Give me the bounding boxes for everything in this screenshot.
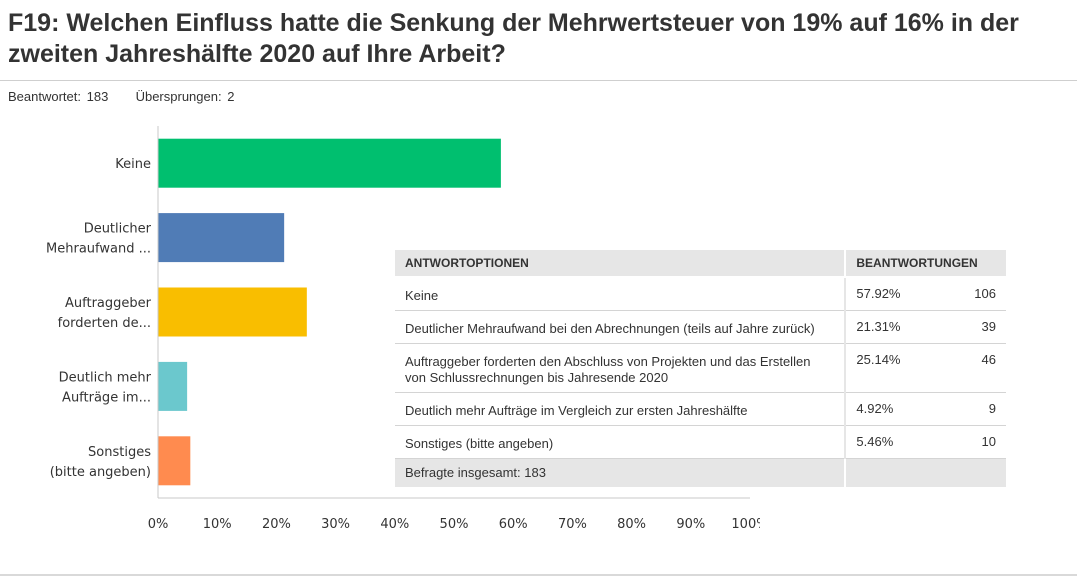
bar xyxy=(158,361,188,411)
x-tick-label: 0% xyxy=(148,517,169,532)
row-percent: 21.31% xyxy=(844,310,927,344)
row-percent: 5.46% xyxy=(844,425,927,459)
bar xyxy=(158,287,307,337)
header-responses: BEANTWORTUNGEN xyxy=(844,250,1006,278)
results-table: ANTWORTOPTIONEN BEANTWORTUNGEN Keine 57.… xyxy=(395,250,1006,487)
x-tick-label: 60% xyxy=(499,517,528,532)
table-row: Auftraggeber forderten den Abschluss von… xyxy=(395,343,1006,393)
category-label: Sonstiges xyxy=(88,445,151,460)
total-blank-cell xyxy=(844,458,1006,487)
x-tick-label: 90% xyxy=(676,517,705,532)
table-row: Sonstiges (bitte angeben) 5.46% 10 xyxy=(395,425,1006,459)
answered-value: 183 xyxy=(86,89,109,104)
category-label: Aufträge im... xyxy=(62,390,151,405)
row-option: Deutlich mehr Aufträge im Vergleich zur … xyxy=(395,392,846,426)
row-option: Deutlicher Mehraufwand bei den Abrechnun… xyxy=(395,310,846,344)
x-tick-label: 40% xyxy=(380,517,409,532)
answered-label: Beantwortet: xyxy=(8,89,81,104)
footer-divider xyxy=(0,574,1077,576)
row-count: 10 xyxy=(926,425,1006,459)
row-option: Sonstiges (bitte angeben) xyxy=(395,425,846,459)
category-label: forderten de... xyxy=(58,316,151,331)
row-count: 46 xyxy=(926,343,1006,393)
category-label: Auftraggeber xyxy=(65,296,152,311)
x-tick-label: 20% xyxy=(262,517,291,532)
title-divider xyxy=(0,80,1077,81)
row-percent: 25.14% xyxy=(844,343,927,393)
x-tick-label: 100% xyxy=(731,517,760,532)
skipped-value: 2 xyxy=(227,89,235,104)
x-tick-label: 10% xyxy=(203,517,232,532)
table-row: Deutlich mehr Aufträge im Vergleich zur … xyxy=(395,392,1006,426)
row-percent: 4.92% xyxy=(844,392,927,426)
row-count: 9 xyxy=(926,392,1006,426)
category-label: Keine xyxy=(115,157,151,172)
response-stats: Beantwortet: 183 Übersprungen: 2 xyxy=(8,89,236,104)
row-option: Auftraggeber forderten den Abschluss von… xyxy=(395,343,846,393)
row-percent: 57.92% xyxy=(844,277,927,311)
skipped-label: Übersprungen: xyxy=(135,89,222,104)
header-answer-options: ANTWORTOPTIONEN xyxy=(395,250,846,278)
x-tick-label: 70% xyxy=(558,517,587,532)
x-tick-label: 30% xyxy=(321,517,350,532)
category-label: Mehraufwand ... xyxy=(46,242,151,257)
x-tick-label: 80% xyxy=(617,517,646,532)
total-respondents: Befragte insgesamt: 183 xyxy=(395,458,846,487)
category-label: Deutlicher xyxy=(84,222,152,237)
row-count: 106 xyxy=(926,277,1006,311)
table-row: Deutlicher Mehraufwand bei den Abrechnun… xyxy=(395,310,1006,344)
category-label: (bitte angeben) xyxy=(50,465,151,480)
x-tick-label: 50% xyxy=(440,517,469,532)
total-row: Befragte insgesamt: 183 xyxy=(395,458,1006,487)
category-label: Deutlich mehr xyxy=(59,370,152,385)
row-option: Keine xyxy=(395,277,846,311)
table-header-row: ANTWORTOPTIONEN BEANTWORTUNGEN xyxy=(395,250,1006,278)
row-count: 39 xyxy=(926,310,1006,344)
bar-chart: Keine Deutlicher Mehraufwand ... Auftraggeb… xyxy=(46,126,760,532)
bar xyxy=(158,138,501,188)
table-row: Keine 57.92% 106 xyxy=(395,277,1006,311)
bar xyxy=(158,213,285,263)
bar xyxy=(158,436,191,486)
question-title: F19: Welchen Einfluss hatte die Senkung … xyxy=(8,9,1019,68)
